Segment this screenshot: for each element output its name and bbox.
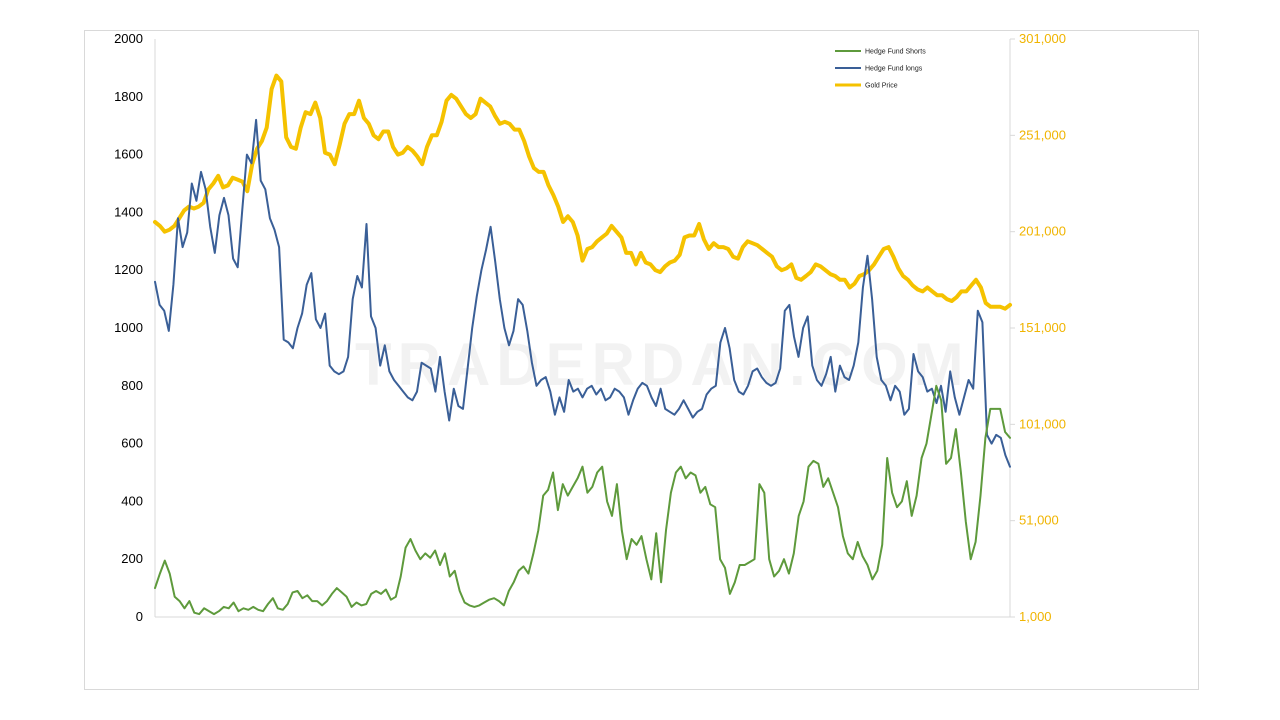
watermark-text: TRADERDAN.COM (355, 331, 970, 398)
series-line-hedge-fund-shorts (154, 384, 1011, 616)
y-left-tick-label: 0 (136, 609, 143, 624)
series-line-gold-price (153, 73, 1012, 311)
chart-svg: TRADERDAN.COM 0 200 400 600 800 1000 1200 1400 1… (114, 31, 1066, 624)
left-tick-labels: 0 200 400 600 800 1000 1200 1400 1600 1800 2000 (114, 31, 143, 624)
y-left-tick-label: 200 (121, 551, 143, 566)
legend-label: Gold Price (865, 83, 898, 90)
y-left-tick-label: 400 (121, 493, 143, 508)
y-right-tick-label: 201,000 (1019, 224, 1066, 239)
y-left-tick-label: 1000 (114, 320, 143, 335)
series-group (153, 73, 1012, 616)
series-line-hedge-fund-longs (154, 118, 1011, 468)
legend: Hedge Fund Shorts Hedge Fund longs Gold Pr… (835, 49, 926, 90)
y-left-tick-label: 800 (121, 378, 143, 393)
chart-frame: TRADERDAN.COM 0 200 400 600 800 1000 1200 1400 1… (84, 30, 1199, 690)
right-tick-labels: 1,000 51,000 101,000 151,000 201,000 251,000 3… (1010, 31, 1066, 624)
y-left-tick-label: 2000 (114, 31, 143, 46)
y-right-tick-label: 1,000 (1019, 609, 1052, 624)
y-right-tick-label: 301,000 (1019, 31, 1066, 46)
y-right-tick-label: 101,000 (1019, 416, 1066, 431)
y-right-tick-label: 251,000 (1019, 127, 1066, 142)
y-left-tick-label: 600 (121, 436, 143, 451)
legend-label: Hedge Fund Shorts (865, 49, 926, 56)
y-left-tick-label: 1400 (114, 204, 143, 219)
y-right-tick-label: 51,000 (1019, 513, 1059, 528)
y-left-tick-label: 1800 (114, 89, 143, 104)
legend-label: Hedge Fund longs (865, 66, 923, 73)
y-left-tick-label: 1600 (114, 147, 143, 162)
y-left-tick-label: 1200 (114, 262, 143, 277)
y-right-tick-label: 151,000 (1019, 320, 1066, 335)
